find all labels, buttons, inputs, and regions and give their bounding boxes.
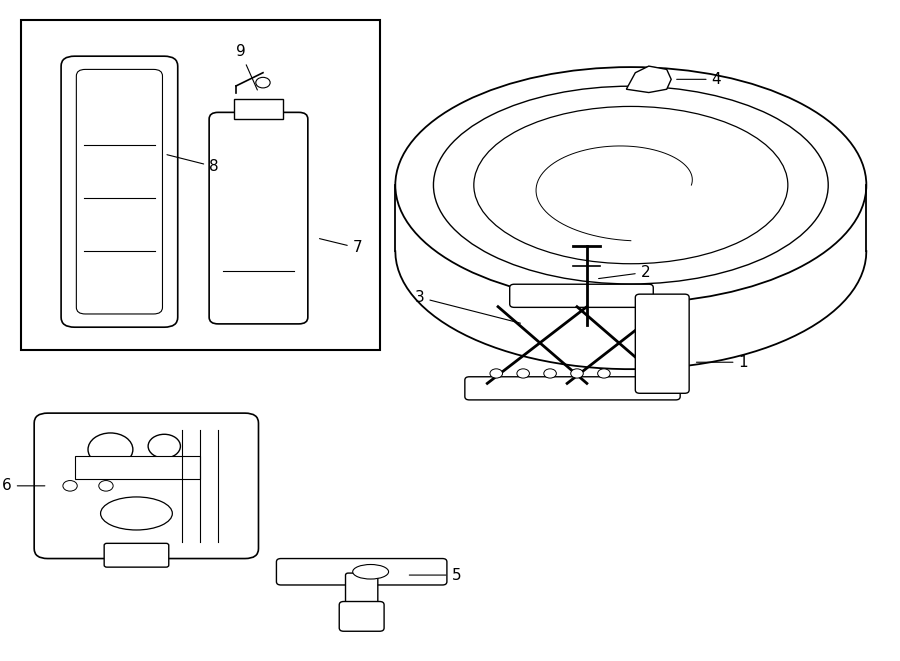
- FancyBboxPatch shape: [61, 56, 177, 327]
- Text: 6: 6: [2, 479, 45, 493]
- Text: 9: 9: [236, 44, 257, 90]
- FancyBboxPatch shape: [104, 543, 169, 567]
- FancyBboxPatch shape: [76, 69, 163, 314]
- Circle shape: [88, 433, 133, 466]
- FancyBboxPatch shape: [346, 573, 378, 610]
- Circle shape: [544, 369, 556, 378]
- Text: 3: 3: [415, 290, 520, 323]
- Polygon shape: [626, 66, 671, 93]
- Text: 2: 2: [598, 265, 651, 280]
- Bar: [75, 456, 200, 479]
- FancyBboxPatch shape: [276, 559, 447, 585]
- Ellipse shape: [473, 106, 788, 264]
- FancyBboxPatch shape: [339, 602, 384, 631]
- Circle shape: [256, 77, 270, 88]
- FancyBboxPatch shape: [34, 413, 258, 559]
- Circle shape: [148, 434, 180, 458]
- Circle shape: [517, 369, 529, 378]
- Ellipse shape: [101, 497, 173, 530]
- Bar: [21, 20, 380, 350]
- Ellipse shape: [395, 67, 867, 303]
- Text: 1: 1: [697, 355, 748, 369]
- FancyBboxPatch shape: [464, 377, 680, 400]
- Text: 8: 8: [167, 155, 219, 174]
- Circle shape: [598, 369, 610, 378]
- Text: 5: 5: [410, 568, 461, 582]
- Ellipse shape: [353, 564, 389, 579]
- FancyBboxPatch shape: [209, 112, 308, 324]
- Circle shape: [63, 481, 77, 491]
- Ellipse shape: [434, 86, 828, 284]
- Circle shape: [571, 369, 583, 378]
- Text: 7: 7: [320, 239, 363, 255]
- FancyBboxPatch shape: [635, 294, 689, 393]
- Circle shape: [490, 369, 502, 378]
- FancyBboxPatch shape: [509, 284, 653, 307]
- Text: 4: 4: [677, 72, 721, 87]
- Circle shape: [99, 481, 113, 491]
- Bar: [234, 99, 283, 119]
